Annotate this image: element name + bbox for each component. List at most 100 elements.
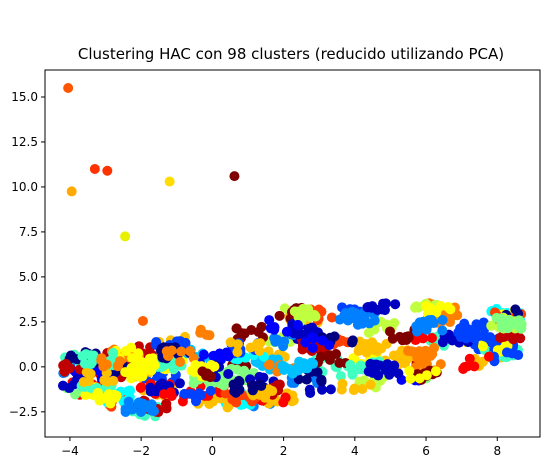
scatter-point	[174, 378, 185, 389]
scatter-point	[96, 353, 107, 364]
scatter-point	[355, 360, 366, 371]
scatter-point	[120, 345, 131, 356]
scatter-point	[386, 365, 397, 376]
scatter-point	[209, 361, 220, 372]
scatter-point	[231, 397, 242, 408]
scatter-point	[435, 359, 446, 370]
scatter-point	[195, 324, 206, 335]
scatter-point	[115, 356, 126, 367]
y-tick-label: −2.5	[9, 405, 38, 419]
scatter-point	[234, 384, 245, 395]
scatter-point	[177, 396, 188, 407]
scatter-point	[369, 342, 380, 353]
y-tick-label: 15.0	[11, 90, 38, 104]
scatter-point	[151, 386, 162, 397]
scatter-point	[349, 383, 360, 394]
scatter-point	[363, 302, 374, 313]
scatter-point	[229, 171, 240, 182]
scatter-point	[274, 379, 285, 390]
scatter-point	[280, 392, 291, 403]
scatter-point	[469, 333, 480, 344]
scatter-point	[204, 399, 215, 410]
scatter-point	[464, 353, 475, 364]
scatter-point	[161, 398, 172, 409]
scatter-point	[303, 304, 314, 315]
scatter-point	[67, 352, 78, 363]
scatter-point	[347, 337, 358, 348]
scatter-point	[312, 367, 323, 378]
scatter-point	[70, 389, 81, 400]
scatter-point	[343, 315, 354, 326]
scatter-point	[135, 382, 146, 393]
y-tick-label: 5.0	[19, 270, 38, 284]
scatter-point	[308, 333, 319, 344]
scatter-point	[123, 396, 134, 407]
scatter-point	[89, 163, 100, 174]
x-tick-label: 6	[422, 444, 430, 458]
scatter-point	[191, 396, 202, 407]
scatter-point	[430, 366, 441, 377]
scatter-point	[317, 384, 328, 395]
scatter-point	[384, 326, 395, 337]
scatter-point	[85, 368, 96, 379]
scatter-point	[108, 347, 119, 358]
scatter-point	[421, 324, 432, 335]
scatter-point	[325, 332, 336, 343]
scatter-point	[478, 331, 489, 342]
scatter-point	[134, 360, 145, 371]
scatter-point	[300, 337, 311, 348]
scatter-point	[304, 311, 315, 322]
scatter-point	[325, 384, 336, 395]
scatter-point	[267, 386, 278, 397]
scatter-point	[223, 368, 234, 379]
y-tick-label: 12.5	[11, 135, 38, 149]
y-tick-label: 2.5	[19, 315, 38, 329]
scatter-point	[501, 347, 512, 358]
scatter-point	[77, 351, 88, 362]
scatter-point	[270, 334, 281, 345]
scatter-point	[410, 302, 421, 313]
scatter-point	[232, 347, 243, 358]
scatter-point	[59, 366, 70, 377]
scatter-point	[133, 398, 144, 409]
scatter-point	[437, 314, 448, 325]
axes-layer: −4 −2 0 2 4 6 8 −2.5 0.0 2.5 5.0 7.5 10.0 12.5 15.0	[9, 90, 501, 458]
scatter-point	[302, 363, 313, 374]
scatter-point	[278, 341, 289, 352]
scatter-point	[133, 348, 144, 359]
scatter-point	[437, 337, 448, 348]
scatter-point	[175, 356, 186, 367]
x-tick-label: 2	[280, 444, 288, 458]
scatter-point	[61, 358, 72, 369]
scatter-point	[279, 365, 290, 376]
scatter-point	[316, 351, 327, 362]
scatter-point	[431, 304, 442, 315]
scatter-point	[127, 404, 138, 415]
scatter-point	[455, 323, 466, 334]
scatter-point	[336, 384, 347, 395]
scatter-point	[79, 358, 90, 369]
scatter-point	[254, 345, 265, 356]
points-layer	[57, 82, 527, 422]
scatter-point	[421, 301, 432, 312]
scatter-point	[165, 387, 176, 398]
scatter-point	[108, 375, 119, 386]
y-tick-label: 0.0	[19, 360, 38, 374]
scatter-point	[324, 340, 335, 351]
scatter-point	[357, 318, 368, 329]
scatter-point	[357, 384, 368, 395]
scatter-point	[376, 304, 387, 315]
scatter-point	[102, 165, 113, 176]
scatter-point	[263, 359, 274, 370]
scatter-point	[66, 186, 77, 197]
scatter-point	[68, 379, 79, 390]
scatter-point	[437, 325, 448, 336]
scatter-point	[223, 351, 234, 362]
scatter-point	[361, 347, 372, 358]
scatter-point	[305, 387, 316, 398]
scatter-point	[281, 326, 292, 337]
scatter-point	[469, 361, 480, 372]
scatter-point	[193, 388, 204, 399]
scatter-point	[63, 82, 74, 93]
